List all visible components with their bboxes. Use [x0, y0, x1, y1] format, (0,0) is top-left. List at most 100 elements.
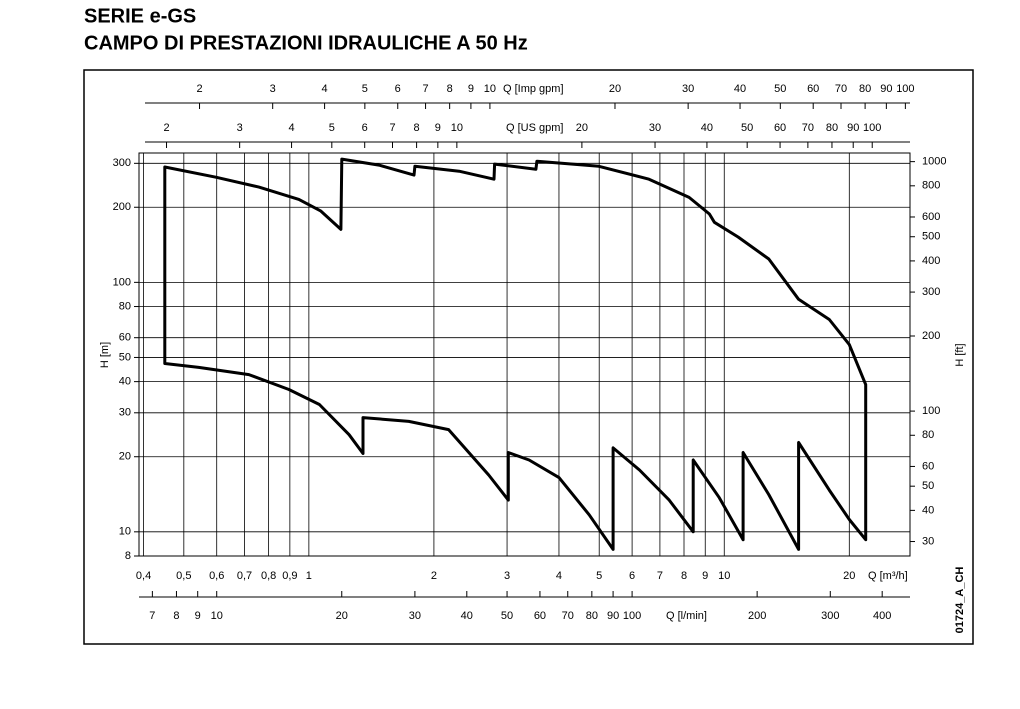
- secondary-x-tick-label: 7: [389, 122, 395, 134]
- x-axis-label: Q [m³/h]: [868, 570, 908, 582]
- annotation: 01724_A_CH: [954, 567, 966, 634]
- secondary-x-tick-label: 30: [649, 122, 661, 134]
- x-tick-label: 0,9: [282, 570, 297, 582]
- secondary-x-tick-label: 4: [322, 83, 328, 95]
- secondary-x-tick-label: 60: [774, 122, 786, 134]
- secondary-x-tick-label: 9: [195, 610, 201, 622]
- y2-tick-label: 80: [922, 429, 934, 441]
- secondary-x-tick-label: 300: [821, 610, 839, 622]
- x-tick-label: 6: [629, 570, 635, 582]
- secondary-x-tick-label: 50: [501, 610, 513, 622]
- secondary-x-tick-label: 20: [609, 83, 621, 95]
- y2-tick-label: 100: [922, 405, 940, 417]
- x-tick-label: 3: [504, 570, 510, 582]
- secondary-x-tick-label: 3: [270, 83, 276, 95]
- x-tick-label: 0,6: [209, 570, 224, 582]
- secondary-x-tick-label: 60: [534, 610, 546, 622]
- secondary-x-tick-label: 50: [774, 83, 786, 95]
- secondary-x-tick-label: 6: [362, 122, 368, 134]
- secondary-x-tick-label: 8: [447, 83, 453, 95]
- secondary-x-axis-label: Q [US gpm]: [506, 122, 563, 134]
- secondary-x-tick-label: 10: [451, 122, 463, 134]
- y-axis-label: H [m]: [99, 342, 111, 368]
- secondary-x-tick-label: 3: [237, 122, 243, 134]
- x-tick-label: 0,8: [261, 570, 276, 582]
- y-tick-label: 80: [119, 300, 131, 312]
- secondary-x-tick-label: 100: [896, 83, 914, 95]
- secondary-x-tick-label: 5: [362, 83, 368, 95]
- secondary-x-tick-label: 90: [847, 122, 859, 134]
- x-tick-label: 9: [702, 570, 708, 582]
- secondary-x-tick-label: 8: [173, 610, 179, 622]
- secondary-x-tick-label: 50: [741, 122, 753, 134]
- secondary-x-tick-label: 80: [826, 122, 838, 134]
- y-tick-label: 50: [119, 351, 131, 363]
- y2-tick-label: 400: [922, 255, 940, 267]
- x-tick-label: 2: [431, 570, 437, 582]
- secondary-x-tick-label: 30: [682, 83, 694, 95]
- y-tick-label: 300: [113, 157, 131, 169]
- secondary-x-tick-label: 60: [807, 83, 819, 95]
- secondary-x-tick-label: 40: [734, 83, 746, 95]
- x-tick-label: 0,5: [176, 570, 191, 582]
- y-tick-label: 30: [119, 407, 131, 419]
- secondary-x-tick-label: 80: [586, 610, 598, 622]
- x-tick-label: 7: [657, 570, 663, 582]
- secondary-x-tick-label: 7: [423, 83, 429, 95]
- secondary-x-tick-label: 40: [461, 610, 473, 622]
- secondary-x-tick-label: 70: [562, 610, 574, 622]
- y2-tick-label: 500: [922, 231, 940, 243]
- secondary-x-axis-label: Q [l/min]: [666, 610, 707, 622]
- y-tick-label: 20: [119, 451, 131, 463]
- secondary-x-tick-label: 10: [484, 83, 496, 95]
- secondary-x-tick-label: 2: [196, 83, 202, 95]
- secondary-x-tick-label: 90: [880, 83, 892, 95]
- chart-title: SERIE e-GS: [84, 5, 196, 27]
- secondary-x-tick-label: 100: [623, 610, 641, 622]
- secondary-x-tick-label: 90: [607, 610, 619, 622]
- secondary-x-tick-label: 8: [414, 122, 420, 134]
- secondary-x-tick-label: 20: [336, 610, 348, 622]
- y2-tick-label: 1000: [922, 156, 946, 168]
- secondary-x-tick-label: 200: [748, 610, 766, 622]
- secondary-x-tick-label: 20: [576, 122, 588, 134]
- y2-tick-label: 60: [922, 460, 934, 472]
- secondary-x-tick-label: 400: [873, 610, 891, 622]
- secondary-x-tick-label: 5: [329, 122, 335, 134]
- y2-tick-label: 200: [922, 330, 940, 342]
- secondary-x-tick-label: 9: [468, 83, 474, 95]
- secondary-x-tick-label: 80: [859, 83, 871, 95]
- secondary-x-tick-label: 30: [409, 610, 421, 622]
- secondary-x-tick-label: 70: [802, 122, 814, 134]
- x-tick-label: 20: [843, 570, 855, 582]
- x-tick-label: 0,4: [136, 570, 151, 582]
- secondary-x-tick-label: 40: [701, 122, 713, 134]
- x-tick-label: 1: [306, 570, 312, 582]
- y2-axis-label: H [ft]: [954, 343, 966, 366]
- y-tick-label: 60: [119, 332, 131, 344]
- y2-tick-label: 600: [922, 211, 940, 223]
- x-tick-label: 4: [556, 570, 562, 582]
- x-tick-label: 10: [718, 570, 730, 582]
- secondary-x-tick-label: 9: [435, 122, 441, 134]
- y-tick-label: 100: [113, 276, 131, 288]
- y2-tick-label: 30: [922, 535, 934, 547]
- y2-tick-label: 40: [922, 504, 934, 516]
- secondary-x-tick-label: 7: [149, 610, 155, 622]
- envelope-line: [163, 157, 868, 551]
- y2-tick-label: 50: [922, 480, 934, 492]
- x-tick-label: 5: [596, 570, 602, 582]
- secondary-x-tick-label: 6: [395, 83, 401, 95]
- y-tick-label: 200: [113, 201, 131, 213]
- secondary-x-tick-label: 70: [835, 83, 847, 95]
- secondary-x-tick-label: 100: [863, 122, 881, 134]
- frame: [83, 69, 974, 645]
- secondary-x-axis-label: Q [Imp gpm]: [503, 83, 564, 95]
- x-tick-label: 0,7: [237, 570, 252, 582]
- x-tick-label: 8: [681, 570, 687, 582]
- plot-border: [138, 152, 911, 557]
- y2-tick-label: 300: [922, 286, 940, 298]
- y-tick-label: 8: [125, 550, 131, 562]
- secondary-x-tick-label: 10: [211, 610, 223, 622]
